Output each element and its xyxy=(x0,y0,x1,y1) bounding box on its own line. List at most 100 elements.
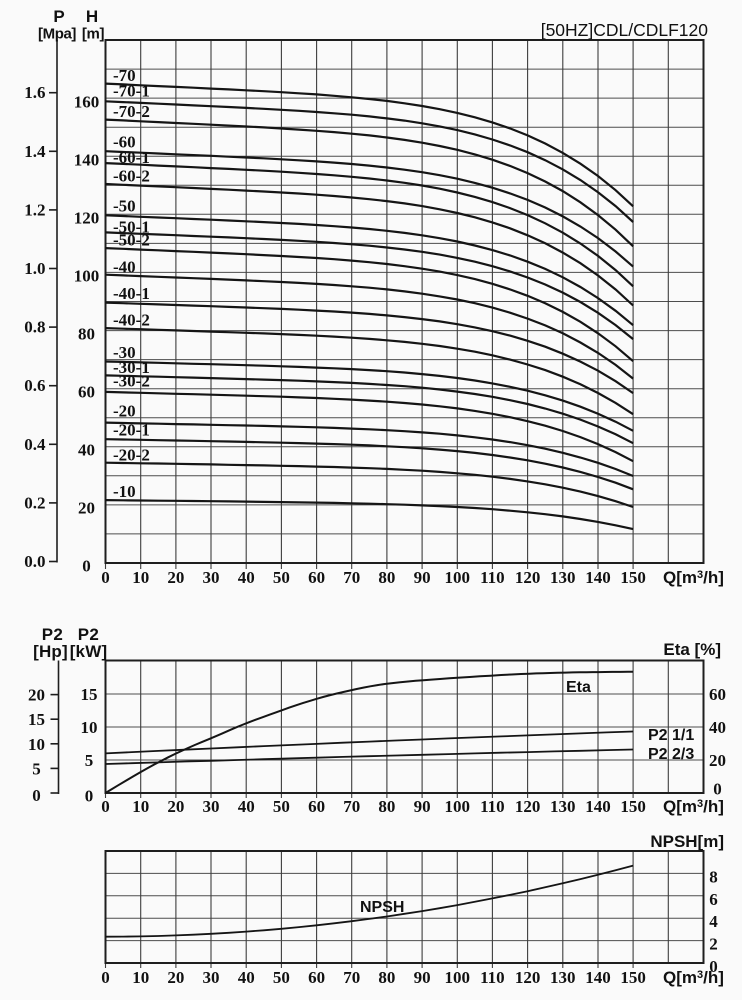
svg-text:0: 0 xyxy=(82,557,91,576)
svg-text:100: 100 xyxy=(74,267,100,286)
svg-text:130: 130 xyxy=(550,797,576,816)
svg-text:90: 90 xyxy=(414,968,431,987)
svg-text:P2 1/1: P2 1/1 xyxy=(648,727,694,744)
svg-text:120: 120 xyxy=(515,797,541,816)
svg-text:8: 8 xyxy=(709,867,718,886)
svg-text:1.2: 1.2 xyxy=(24,200,45,219)
svg-text:-60: -60 xyxy=(113,132,136,151)
svg-text:1.4: 1.4 xyxy=(24,142,46,161)
svg-text:20: 20 xyxy=(167,797,184,816)
svg-text:60: 60 xyxy=(308,568,325,587)
svg-text:140: 140 xyxy=(585,968,611,987)
svg-text:[Mpa]: [Mpa] xyxy=(38,26,76,43)
svg-text:80: 80 xyxy=(378,568,395,587)
svg-text:0.6: 0.6 xyxy=(24,376,45,395)
svg-text:100: 100 xyxy=(445,797,471,816)
svg-text:Eta: Eta xyxy=(566,679,591,696)
svg-text:0: 0 xyxy=(101,968,110,987)
svg-text:60: 60 xyxy=(308,968,325,987)
svg-text:20: 20 xyxy=(167,968,184,987)
svg-text:160: 160 xyxy=(74,93,100,112)
svg-text:70: 70 xyxy=(343,568,360,587)
svg-text:-60-2: -60-2 xyxy=(113,166,150,185)
svg-text:120: 120 xyxy=(515,968,541,987)
svg-text:0: 0 xyxy=(713,780,722,799)
svg-text:150: 150 xyxy=(620,968,646,987)
svg-text:30: 30 xyxy=(203,568,220,587)
svg-text:1.0: 1.0 xyxy=(24,259,45,278)
svg-text:Q[m3/h]: Q[m3/h] xyxy=(663,568,724,587)
svg-text:70: 70 xyxy=(343,797,360,816)
svg-text:140: 140 xyxy=(585,797,611,816)
svg-text:-70-2: -70-2 xyxy=(113,102,150,121)
svg-text:140: 140 xyxy=(585,568,611,587)
svg-text:0.8: 0.8 xyxy=(24,318,45,337)
svg-text:50: 50 xyxy=(273,568,290,587)
svg-text:NPSH[m]: NPSH[m] xyxy=(650,832,724,851)
svg-text:P2 2/3: P2 2/3 xyxy=(648,746,694,763)
svg-text:-40: -40 xyxy=(113,257,136,276)
svg-text:-50-2: -50-2 xyxy=(113,231,150,250)
svg-text:5: 5 xyxy=(85,751,94,770)
svg-text:120: 120 xyxy=(515,568,541,587)
svg-text:20: 20 xyxy=(78,499,95,518)
svg-text:40: 40 xyxy=(238,568,255,587)
svg-text:-60-1: -60-1 xyxy=(113,148,150,167)
svg-text:[m]: [m] xyxy=(82,26,105,43)
svg-text:-50-1: -50-1 xyxy=(113,217,150,236)
svg-text:110: 110 xyxy=(480,568,505,587)
svg-text:-20: -20 xyxy=(113,402,136,421)
svg-text:20: 20 xyxy=(28,686,45,705)
svg-text:60: 60 xyxy=(78,383,95,402)
svg-text:10: 10 xyxy=(132,968,149,987)
svg-text:4: 4 xyxy=(709,912,718,931)
svg-text:80: 80 xyxy=(378,797,395,816)
svg-text:100: 100 xyxy=(445,968,471,987)
svg-text:2: 2 xyxy=(709,935,718,954)
svg-text:Eta [%]: Eta [%] xyxy=(663,640,721,659)
svg-text:60: 60 xyxy=(709,685,726,704)
svg-text:-50: -50 xyxy=(113,197,136,216)
svg-text:[kW]: [kW] xyxy=(70,642,108,661)
svg-text:15: 15 xyxy=(81,685,98,704)
svg-text:-30-1: -30-1 xyxy=(113,358,150,377)
svg-text:140: 140 xyxy=(74,151,100,170)
svg-text:20: 20 xyxy=(167,568,184,587)
svg-text:20: 20 xyxy=(709,751,726,770)
svg-text:P2: P2 xyxy=(42,625,63,644)
svg-text:0: 0 xyxy=(32,786,41,805)
svg-text:80: 80 xyxy=(78,325,95,344)
svg-text:130: 130 xyxy=(550,568,576,587)
svg-text:P2: P2 xyxy=(78,625,99,644)
svg-text:30: 30 xyxy=(203,797,220,816)
svg-text:10: 10 xyxy=(132,797,149,816)
svg-text:40: 40 xyxy=(78,441,95,460)
svg-text:-30-2: -30-2 xyxy=(113,372,150,391)
svg-text:0.4: 0.4 xyxy=(24,435,46,454)
svg-text:-20-1: -20-1 xyxy=(113,421,150,440)
svg-text:5: 5 xyxy=(32,759,41,778)
svg-text:40: 40 xyxy=(238,968,255,987)
svg-text:70: 70 xyxy=(343,968,360,987)
svg-text:[Hp]: [Hp] xyxy=(33,642,68,661)
svg-text:100: 100 xyxy=(445,568,471,587)
svg-text:150: 150 xyxy=(620,797,646,816)
svg-text:[50HZ]CDL/CDLF120: [50HZ]CDL/CDLF120 xyxy=(541,20,709,40)
svg-text:10: 10 xyxy=(81,718,98,737)
svg-text:60: 60 xyxy=(308,797,325,816)
svg-text:90: 90 xyxy=(414,568,431,587)
svg-text:1.6: 1.6 xyxy=(24,83,45,102)
svg-text:90: 90 xyxy=(414,797,431,816)
svg-text:H: H xyxy=(86,7,98,26)
svg-text:0: 0 xyxy=(101,797,110,816)
svg-text:Q[m3/h]: Q[m3/h] xyxy=(663,797,724,816)
svg-text:NPSH: NPSH xyxy=(360,899,404,916)
svg-text:0.0: 0.0 xyxy=(24,552,45,571)
svg-text:-40-2: -40-2 xyxy=(113,311,150,330)
svg-text:10: 10 xyxy=(132,568,149,587)
svg-text:150: 150 xyxy=(620,568,646,587)
svg-text:-70-1: -70-1 xyxy=(113,81,150,100)
svg-text:-20-2: -20-2 xyxy=(113,446,150,465)
svg-text:40: 40 xyxy=(238,797,255,816)
svg-text:50: 50 xyxy=(273,968,290,987)
